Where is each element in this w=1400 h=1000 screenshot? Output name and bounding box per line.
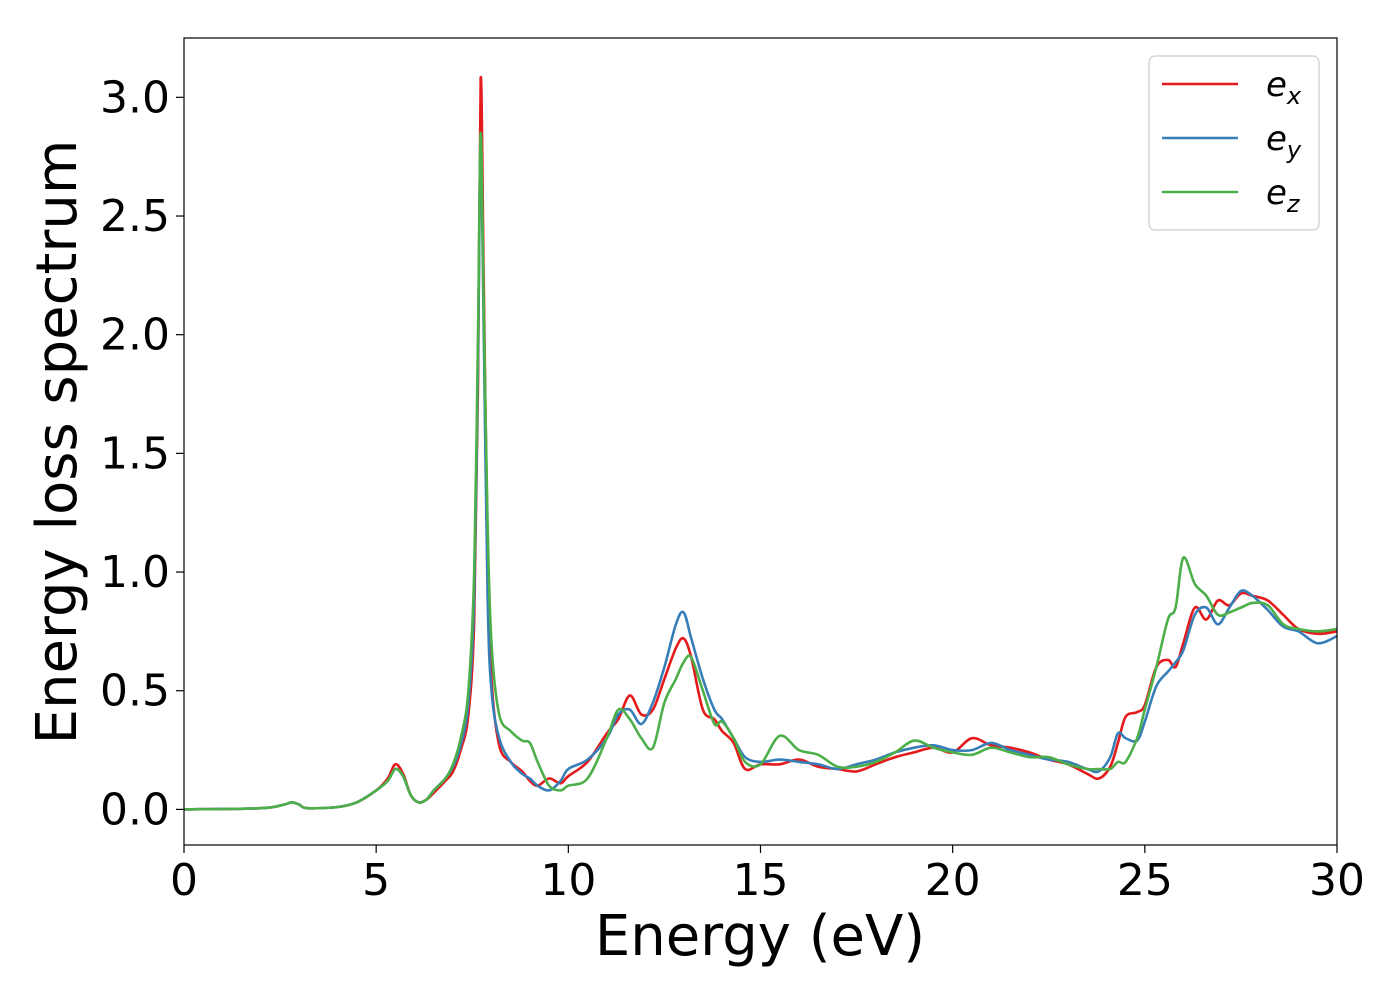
series-line-x (183, 75, 1338, 811)
legend-label-base: e (1266, 173, 1287, 213)
y-tick-label: 2.0 (100, 310, 170, 361)
legend-label-subscript: y (1286, 136, 1302, 164)
x-tick-label: 10 (540, 855, 596, 906)
x-tick-label: 30 (1309, 855, 1365, 906)
y-axis-label: Energy loss spectrum (25, 140, 90, 745)
y-tick-label: 2.5 (100, 191, 170, 242)
legend-label-base: e (1266, 65, 1287, 105)
legend-label-x: ex (1266, 65, 1302, 110)
y-axis: 0.0 0.5 1.0 1.5 2.0 2.5 3.0 (100, 72, 184, 835)
y-tick-label: 1.0 (100, 547, 170, 598)
legend-box (1148, 55, 1320, 231)
series-layer (183, 75, 1338, 811)
x-axis-label: Energy (eV) (595, 904, 925, 969)
series-line-z (183, 131, 1338, 811)
series-line-y (183, 143, 1338, 811)
x-tick-label: 20 (925, 855, 981, 906)
x-axis: 0 5 10 15 20 25 30 (170, 845, 1365, 906)
legend-label-subscript: x (1286, 82, 1302, 110)
legend-label-base: e (1266, 119, 1287, 159)
y-tick-label: 1.5 (100, 428, 170, 479)
x-tick-label: 5 (362, 855, 390, 906)
y-tick-label: 3.0 (100, 72, 170, 123)
x-tick-label: 0 (170, 855, 198, 906)
y-tick-label: 0.5 (100, 666, 170, 717)
x-tick-label: 25 (1117, 855, 1173, 906)
x-tick-label: 15 (733, 855, 789, 906)
legend-label-z: ez (1266, 173, 1301, 218)
legend-label-subscript: z (1286, 190, 1301, 218)
legend-label-y: ey (1266, 119, 1302, 164)
y-tick-label: 0.0 (100, 784, 170, 835)
